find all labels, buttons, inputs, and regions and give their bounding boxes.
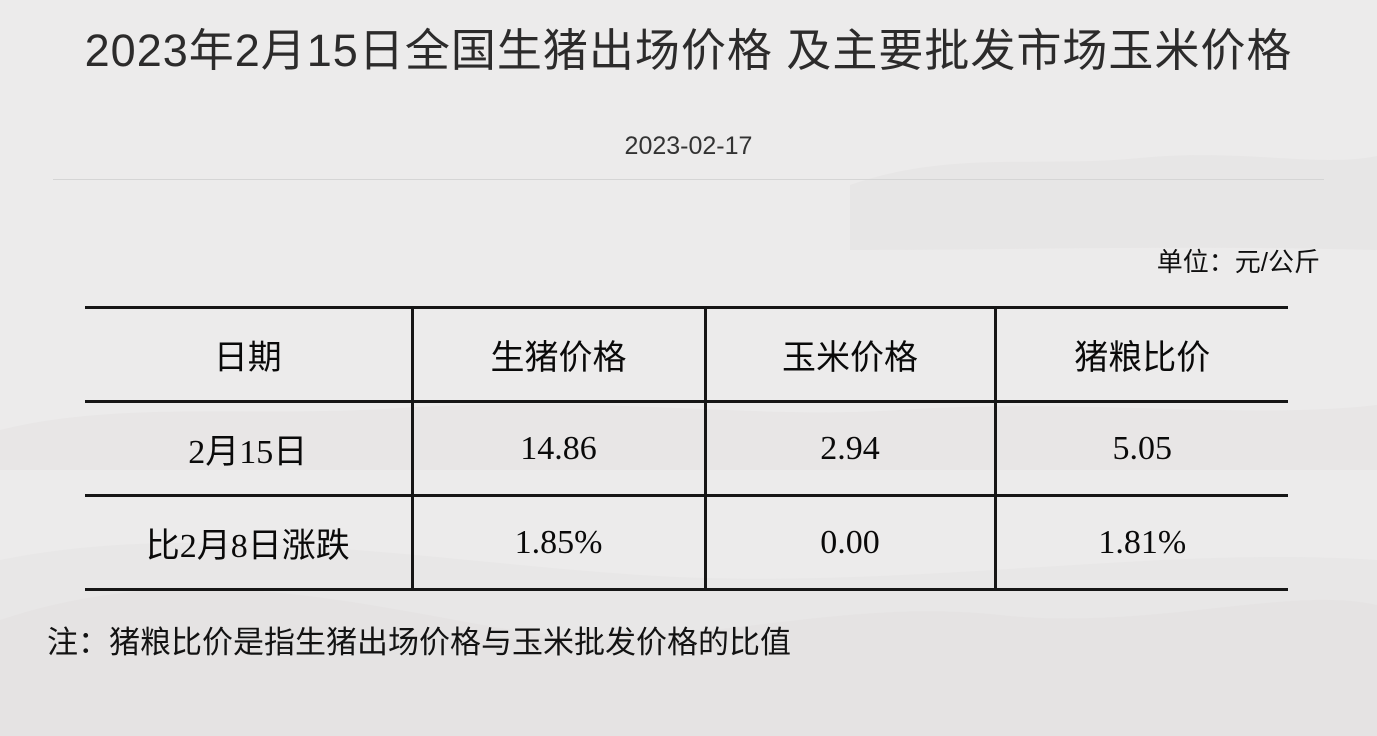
- table-header-ratio: 猪粮比价: [993, 306, 1288, 404]
- pig-price-change: 1.85%: [410, 494, 707, 592]
- publish-date: 2023-02-17: [624, 132, 753, 161]
- table-row-change: 比2月8日涨跌 1.85% 0.00 1.81%: [85, 494, 1288, 592]
- table-header-row: 日期 生猪价格 玉米价格 猪粮比价: [85, 306, 1288, 404]
- table-header-date: 日期: [85, 306, 414, 404]
- corn-price-change: 0.00: [703, 494, 997, 592]
- page-title: 2023年2月15日全国生猪出场价格 及主要批发市场玉米价格: [84, 25, 1293, 76]
- article-content: 2023年2月15日全国生猪出场价格 及主要批发市场玉米价格 2023-02-1…: [47, 25, 1324, 661]
- table-header-pig-price: 生猪价格: [410, 306, 707, 404]
- header-divider: [53, 179, 1324, 181]
- unit-label: 单位：元/公斤: [1156, 247, 1320, 278]
- table-header-corn-price: 玉米价格: [703, 306, 997, 404]
- date-label: 2月15日: [85, 400, 414, 498]
- pig-price-value: 14.86: [410, 400, 707, 498]
- ratio-value: 5.05: [993, 400, 1288, 498]
- change-label: 比2月8日涨跌: [85, 494, 414, 592]
- note-text: 注：猪粮比价是指生猪出场价格与玉米批发价格的比值: [47, 625, 791, 661]
- corn-price-value: 2.94: [703, 400, 997, 498]
- ratio-change: 1.81%: [993, 494, 1288, 592]
- price-table: 日期 生猪价格 玉米价格 猪粮比价 2月15日 14.86 2.94 5.05 …: [85, 306, 1288, 592]
- table-row-current: 2月15日 14.86 2.94 5.05: [85, 400, 1288, 498]
